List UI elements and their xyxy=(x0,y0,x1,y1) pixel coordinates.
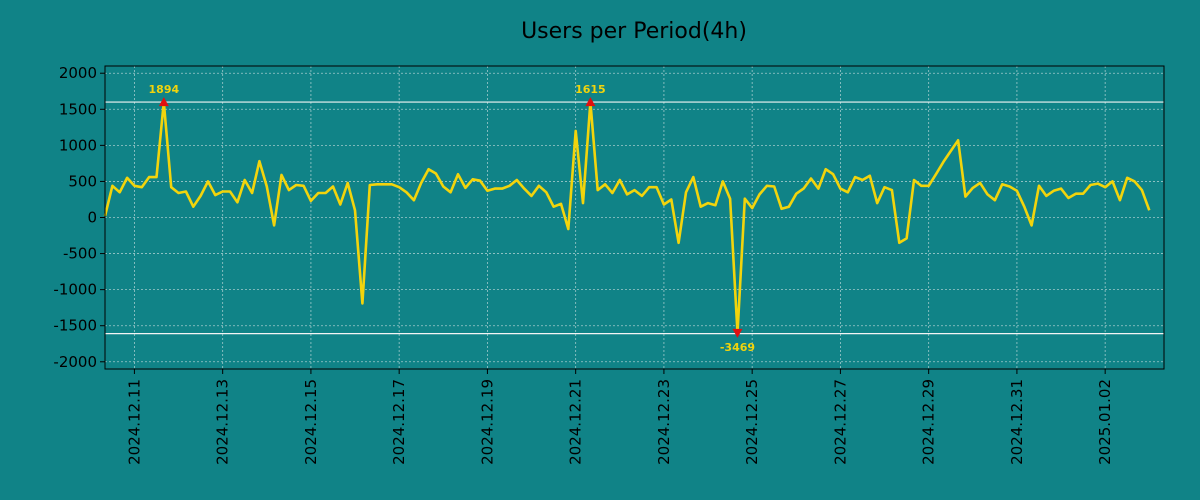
peak-marker xyxy=(585,97,596,107)
y-tick-label: -1000 xyxy=(53,281,97,299)
x-tick-label: 2024.12.11 xyxy=(125,379,143,465)
x-tick-label: 2024.12.19 xyxy=(478,379,496,465)
y-tick-label: -1500 xyxy=(53,317,97,335)
y-tick-label: -2000 xyxy=(53,353,97,371)
annotation-layer: 1894 1615 -3469 xyxy=(149,83,756,354)
x-tick-label: 2024.12.17 xyxy=(390,379,408,465)
x-axis: 2024.12.11 2024.12.13 2024.12.15 2024.12.17… xyxy=(125,369,1114,465)
peak-marker xyxy=(732,328,743,338)
chart-title: Users per Period(4h) xyxy=(521,19,747,44)
y-axis: 2000 1500 1000 500 0 -500 -1000 -1500 -2000 xyxy=(53,64,105,371)
x-tick-label: 2025.01.02 xyxy=(1096,379,1114,465)
y-tick-label: 0 xyxy=(87,209,97,227)
peak-label: 1894 xyxy=(149,83,180,96)
x-tick-label: 2024.12.25 xyxy=(743,379,761,465)
series-layer xyxy=(103,100,1151,335)
y-tick-label: 1000 xyxy=(59,136,97,154)
reference-lines xyxy=(105,101,1164,335)
x-tick-label: 2024.12.21 xyxy=(567,379,585,465)
y-tick-label: 1500 xyxy=(59,100,97,118)
series-line xyxy=(103,100,1151,335)
x-tick-label: 2024.12.23 xyxy=(655,379,673,465)
x-tick-label: 2024.12.13 xyxy=(214,379,232,465)
y-tick-label: -500 xyxy=(63,245,97,263)
x-tick-label: 2024.12.29 xyxy=(920,379,938,465)
x-tick-label: 2024.12.27 xyxy=(831,379,849,465)
y-tick-label: 2000 xyxy=(59,64,97,82)
x-tick-label: 2024.12.31 xyxy=(1008,379,1026,465)
peak-label: 1615 xyxy=(575,83,606,96)
y-tick-label: 500 xyxy=(68,172,97,190)
peak-marker xyxy=(158,97,169,107)
peak-label: -3469 xyxy=(720,341,755,354)
x-tick-label: 2024.12.15 xyxy=(302,379,320,465)
